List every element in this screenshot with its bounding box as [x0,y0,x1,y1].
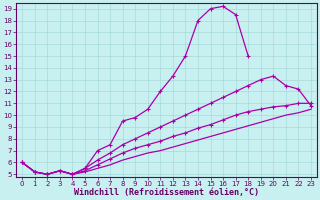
X-axis label: Windchill (Refroidissement éolien,°C): Windchill (Refroidissement éolien,°C) [74,188,259,197]
